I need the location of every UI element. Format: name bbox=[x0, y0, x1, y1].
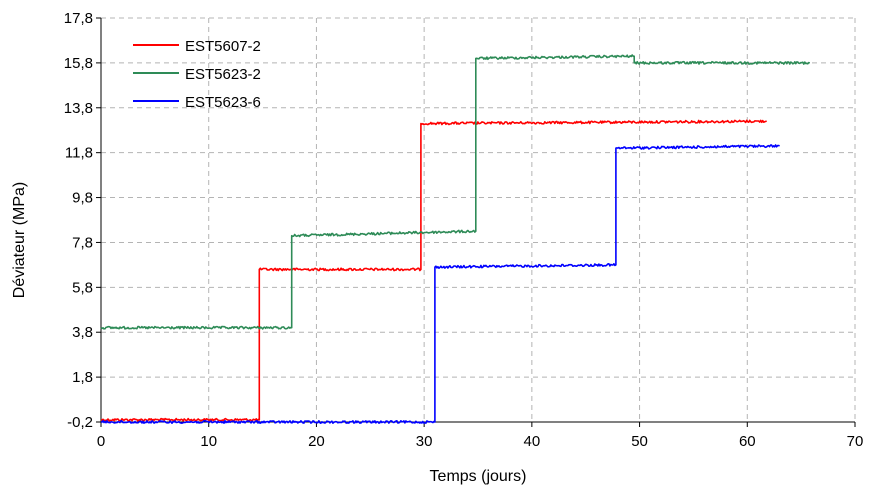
y-tick-label: 11,8 bbox=[65, 145, 93, 162]
x-tick-label: 50 bbox=[631, 433, 648, 450]
y-tick-label: 7,8 bbox=[72, 234, 93, 251]
x-tick-label: 0 bbox=[97, 433, 105, 450]
legend-label: EST5607-2 bbox=[185, 38, 261, 55]
legend-label: EST5623-6 bbox=[185, 94, 261, 111]
series-line-est5623-6 bbox=[101, 144, 780, 424]
y-tick-label: 1,8 bbox=[72, 369, 93, 386]
series-line-est5623-2 bbox=[100, 54, 811, 330]
x-tick-label: 20 bbox=[308, 433, 325, 450]
y-tick-label: 17,8 bbox=[64, 10, 93, 27]
x-tick-label: 40 bbox=[524, 433, 541, 450]
y-tick-label: 9,8 bbox=[72, 190, 93, 207]
x-axis-title: Temps (jours) bbox=[430, 468, 527, 485]
x-tick-label: 70 bbox=[847, 433, 864, 450]
y-tick-label: 3,8 bbox=[72, 324, 93, 341]
y-tick-label: 15,8 bbox=[64, 55, 93, 72]
grid bbox=[101, 17, 856, 422]
series-line-est5607-2 bbox=[100, 119, 767, 422]
legend: EST5607-2 EST5623-2 EST5623-6 bbox=[133, 38, 261, 111]
y-tick-label: 5,8 bbox=[72, 279, 93, 296]
series-group bbox=[100, 54, 811, 424]
y-axis-title: Déviateur (MPa) bbox=[11, 182, 28, 298]
y-tick-label: -0,2 bbox=[67, 414, 93, 431]
x-tick-label: 60 bbox=[739, 433, 756, 450]
x-tick-label: 10 bbox=[200, 433, 217, 450]
tick-labels: 0 10 20 30 40 50 60 70 -0,2 1,8 3,8 5,8 7,8 9,8 11,8 13… bbox=[64, 10, 864, 450]
x-tick-label: 30 bbox=[416, 433, 433, 450]
y-tick-label: 13,8 bbox=[64, 100, 93, 117]
legend-label: EST5623-2 bbox=[185, 66, 261, 83]
